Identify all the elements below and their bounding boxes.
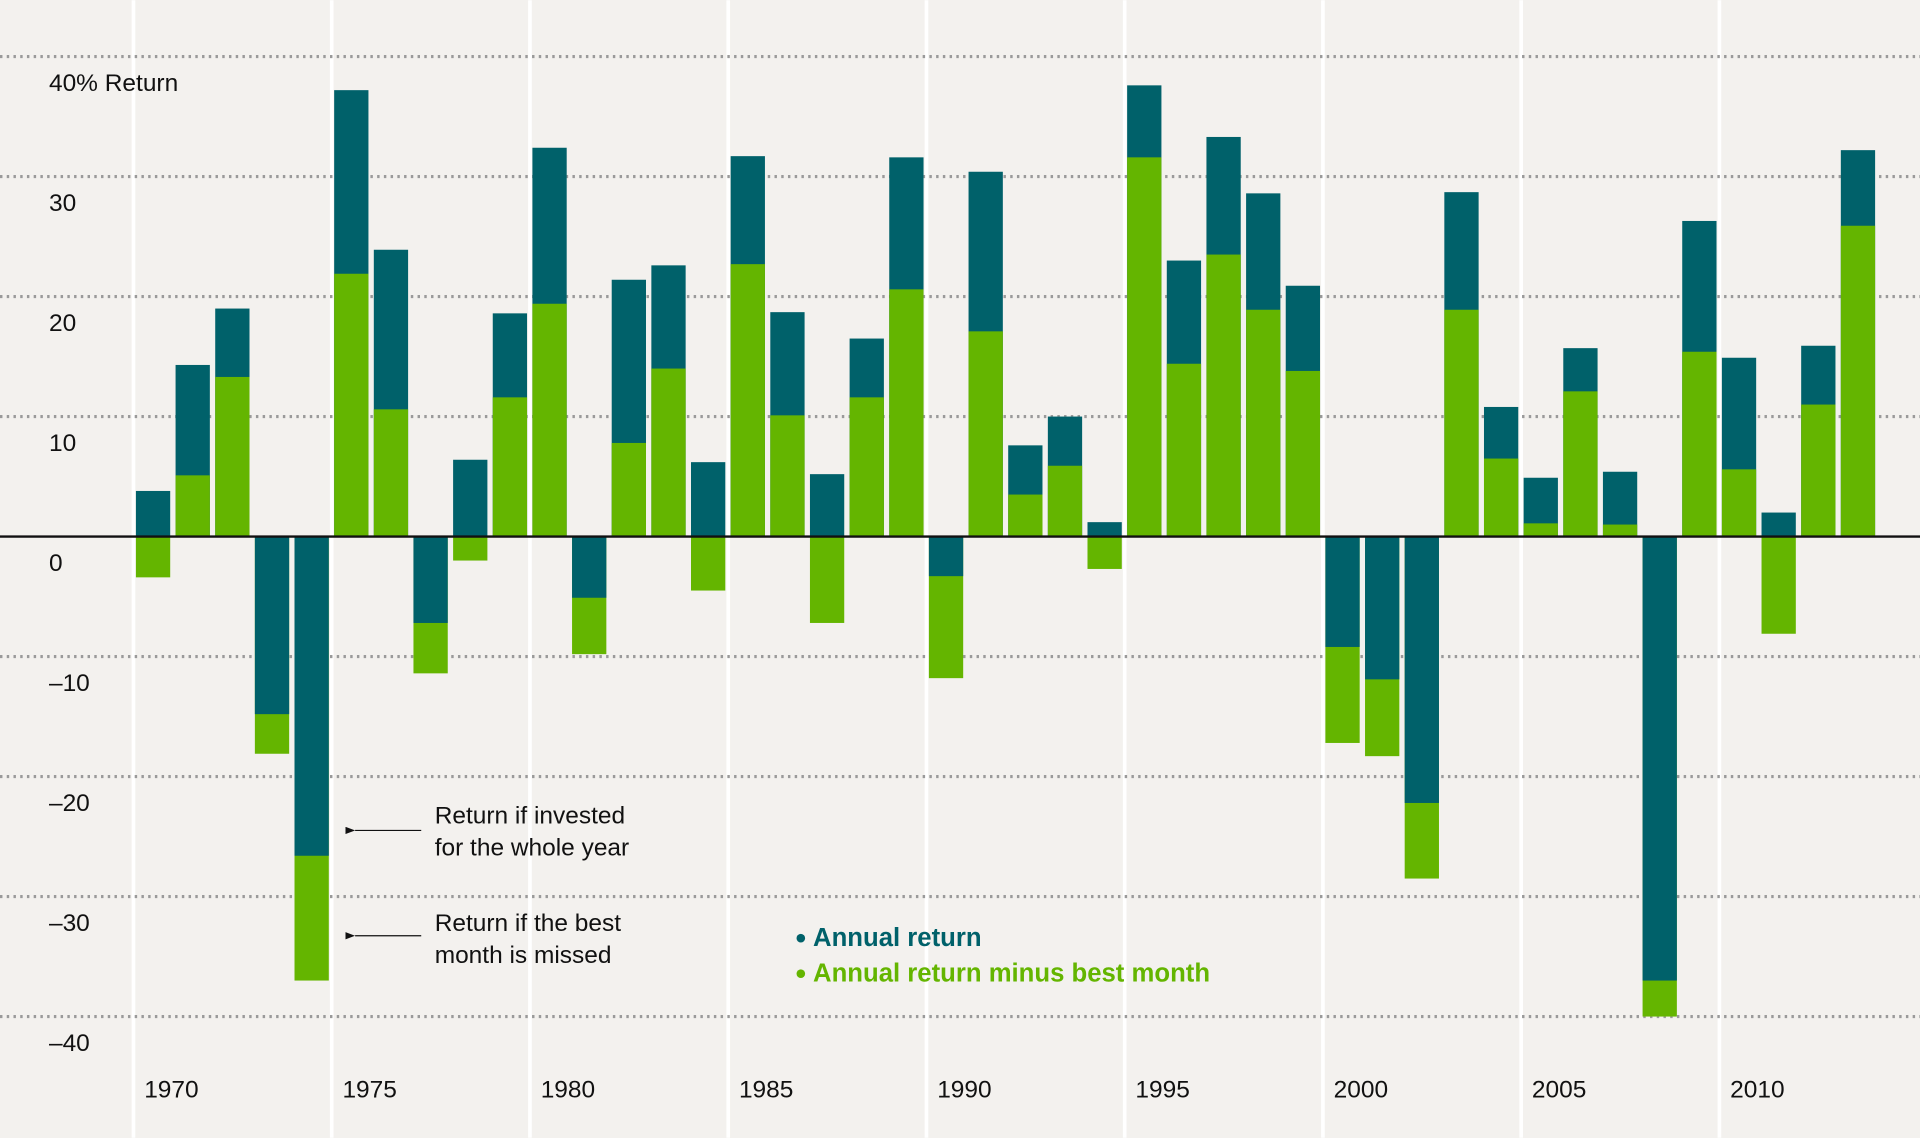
y-tick-label: –40 (49, 1030, 90, 1057)
bar (1682, 351, 1717, 537)
bar (1761, 536, 1796, 634)
bar (1008, 494, 1043, 537)
bar (1483, 458, 1519, 537)
legend-label: Annual return minus best month (813, 960, 1210, 988)
x-tick-label: 1985 (739, 1077, 793, 1104)
x-tick-label: 2000 (1334, 1077, 1388, 1104)
bar (135, 490, 171, 537)
bar (413, 536, 448, 623)
x-tick-label: 1990 (937, 1077, 991, 1104)
bar (1404, 536, 1439, 803)
bar (254, 536, 290, 715)
bar (968, 331, 1003, 537)
bar (809, 474, 845, 537)
bar (175, 475, 210, 537)
legend-marker (796, 933, 806, 943)
x-tick-label: 2005 (1532, 1077, 1586, 1104)
bar (809, 536, 845, 623)
bar (572, 536, 607, 598)
y-tick-label: 0 (49, 550, 63, 577)
bar (691, 536, 726, 591)
bar (1087, 536, 1122, 569)
bar (889, 289, 924, 537)
bar (1801, 404, 1836, 537)
bar (334, 273, 369, 537)
x-tick-label: 1975 (342, 1077, 396, 1104)
bar (1642, 536, 1677, 981)
bar (453, 536, 488, 561)
y-tick-label: –20 (49, 790, 90, 817)
bar (1721, 469, 1757, 537)
bar (1444, 309, 1479, 537)
y-tick-label: 20 (49, 310, 76, 337)
bar (135, 536, 171, 578)
bar (1761, 512, 1796, 537)
bar (215, 376, 250, 537)
bar (1523, 523, 1558, 537)
x-tick-label: 1970 (144, 1077, 198, 1104)
x-tick-label: 2010 (1730, 1077, 1784, 1104)
bar (1325, 536, 1360, 647)
bar (1602, 524, 1638, 537)
y-tick-label: 40% Return (49, 70, 178, 97)
y-tick-label: –30 (49, 910, 90, 937)
bar (651, 368, 686, 537)
annotation: Return if invested (435, 802, 625, 829)
bar (532, 303, 567, 537)
bar (1206, 254, 1241, 537)
bar (373, 409, 409, 537)
bar (1246, 309, 1281, 537)
bar (294, 536, 329, 856)
legend-label: Annual return (813, 924, 982, 952)
y-tick-label: 10 (49, 430, 76, 457)
y-tick-label: –10 (49, 670, 90, 697)
legend-marker (796, 969, 806, 978)
bar (611, 442, 646, 537)
bar (1127, 157, 1162, 537)
bar (1166, 363, 1202, 537)
x-tick-label: 1995 (1135, 1077, 1189, 1104)
bar (453, 459, 488, 537)
bar (1365, 536, 1400, 680)
bar (849, 397, 884, 537)
annotation: Return if the best (435, 910, 622, 937)
annotation: month is missed (435, 942, 612, 969)
bar (730, 264, 765, 537)
bar (1087, 522, 1122, 537)
annotation: for the whole year (435, 834, 630, 861)
bar (1285, 370, 1321, 537)
bar (1047, 465, 1083, 537)
y-tick-label: 30 (49, 190, 76, 217)
bar (770, 415, 805, 537)
bar (492, 397, 528, 537)
bar (1840, 225, 1876, 537)
bar (691, 462, 726, 537)
x-tick-label: 1980 (541, 1077, 595, 1104)
bar (928, 536, 964, 577)
bar (1563, 391, 1598, 537)
